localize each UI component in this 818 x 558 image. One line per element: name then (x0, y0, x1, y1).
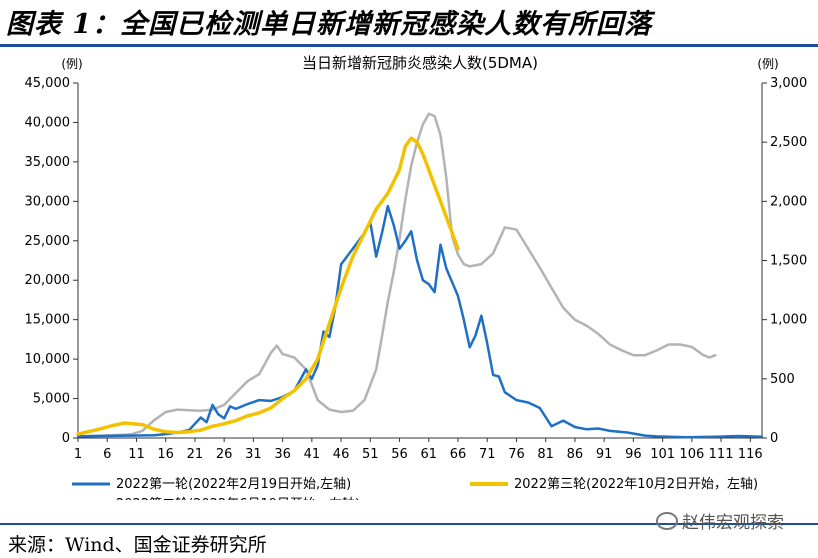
x-tick-label: 56 (391, 447, 408, 462)
x-tick-label: 81 (537, 447, 554, 462)
legend-label-2: 2022第二轮(2022年6月19日开始，右轴) (116, 497, 360, 500)
x-tick-label: 86 (567, 447, 584, 462)
watermark: 赵伟宏观探索 (656, 508, 784, 533)
wechat-icon (656, 511, 678, 530)
x-tick-label: 106 (679, 447, 704, 462)
chart-title: 当日新增新冠肺炎感染人数(5DMA) (302, 54, 538, 72)
axes: 0 5,000 10,000 15,000 20,000 25,000 30,000 35,0… (25, 76, 808, 462)
x-tick-label: 36 (274, 447, 291, 462)
legend-label-3: 2022第三轮(2022年10月2日开始，左轴) (514, 477, 758, 492)
x-tick-label: 101 (650, 447, 675, 462)
title-rule (0, 44, 818, 47)
left-tick-label: 30,000 (25, 194, 71, 209)
right-tick-label: 500 (770, 372, 795, 387)
right-tick-label: 1,000 (770, 313, 807, 328)
x-tick-label: 111 (709, 447, 734, 462)
x-tick-label: 91 (596, 447, 613, 462)
left-tick-label: 20,000 (25, 273, 71, 288)
x-tick-label: 116 (738, 447, 763, 462)
series-line-2 (76, 112, 717, 438)
x-tick-label: 76 (508, 447, 525, 462)
series-layer (76, 112, 764, 439)
right-tick-label: 1,500 (770, 254, 807, 269)
x-tick-label: 71 (479, 447, 496, 462)
source-note: 来源：Wind、国金证券研究所 (8, 534, 267, 556)
x-tick-label: 16 (157, 447, 174, 462)
left-tick-label: 10,000 (25, 352, 71, 367)
left-tick-label: 5,000 (33, 392, 70, 407)
left-tick-label: 45,000 (25, 76, 71, 91)
x-tick-label: 6 (103, 447, 111, 462)
left-tick-label: 25,000 (25, 234, 71, 249)
x-tick-label: 26 (216, 447, 233, 462)
x-tick-label: 1 (74, 447, 82, 462)
x-tick-label: 96 (625, 447, 642, 462)
bottom-rule (0, 523, 818, 525)
right-tick-label: 2,000 (770, 194, 807, 209)
left-tick-label: 15,000 (25, 313, 71, 328)
x-tick-label: 61 (420, 447, 437, 462)
series-line-3 (76, 136, 460, 436)
left-tick-label: 40,000 (25, 115, 71, 130)
x-tick-label: 46 (333, 447, 350, 462)
x-tick-label: 11 (128, 447, 145, 462)
left-tick-label: 35,000 (25, 155, 71, 170)
x-tick-label: 66 (450, 447, 467, 462)
series-line-1 (76, 204, 764, 439)
right-tick-label: 3,000 (770, 76, 807, 91)
chart: 当日新增新冠肺炎感染人数(5DMA) (例) (例) 0 5,000 10,000 1… (25, 54, 808, 500)
legend-label-1: 2022第一轮(2022年2月19日开始,左轴) (116, 477, 351, 492)
legend: 2022第一轮(2022年2月19日开始,左轴) 2022第三轮(2022年10月… (72, 477, 758, 500)
watermark-text: 赵伟宏观探索 (682, 513, 784, 533)
right-tick-label: 0 (770, 431, 778, 446)
x-tick-label: 41 (304, 447, 321, 462)
left-axis-unit: (例) (61, 57, 82, 71)
figure-title: 图表 1：全国已检测单日新增新冠感染人数有所回落 (6, 9, 653, 40)
x-tick-label: 31 (245, 447, 262, 462)
left-tick-label: 0 (62, 431, 70, 446)
x-tick-label: 21 (187, 447, 204, 462)
right-axis-unit: (例) (757, 57, 778, 71)
right-tick-label: 2,500 (770, 135, 807, 150)
x-tick-label: 51 (362, 447, 379, 462)
